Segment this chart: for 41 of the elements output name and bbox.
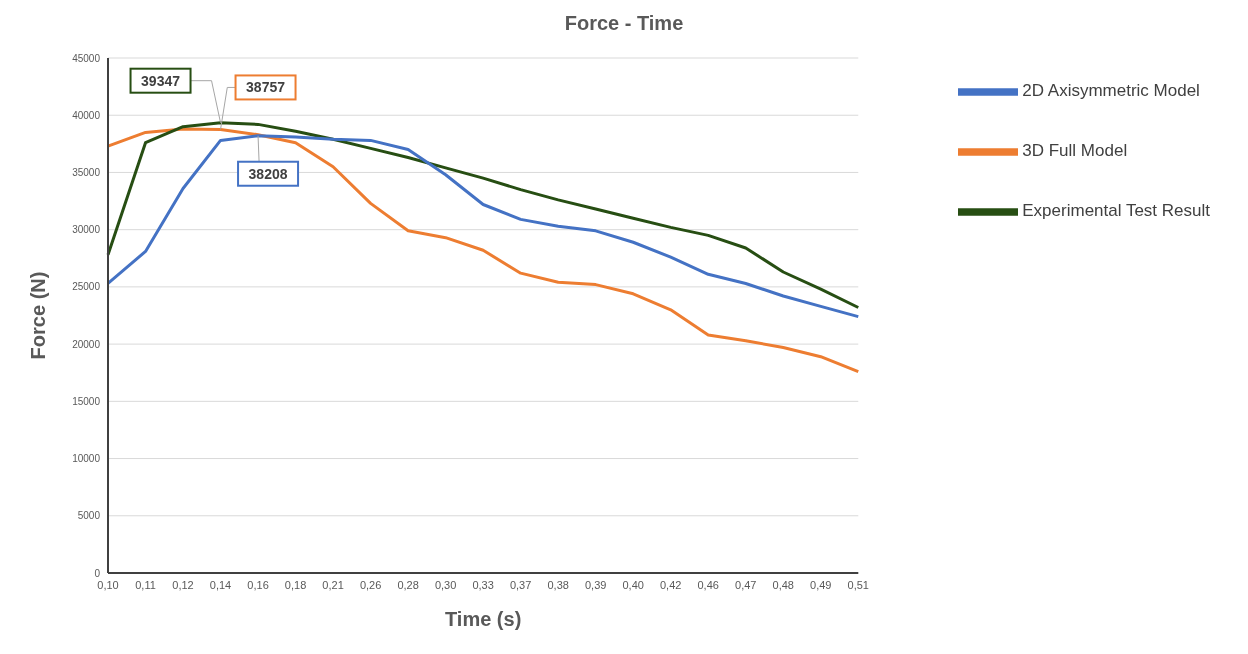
- legend-label: 3D Full Model: [1022, 141, 1128, 161]
- x-tick-label: 0,42: [660, 578, 682, 591]
- y-tick-label: 0: [94, 567, 101, 579]
- x-tick-label: 0,37: [509, 578, 532, 591]
- x-tick-label: 0,14: [209, 578, 232, 591]
- annotation: 39347: [141, 72, 181, 89]
- x-tick-label: 0,49: [810, 578, 832, 591]
- x-tick-label: 0,26: [359, 578, 382, 591]
- y-tick-label: 30000: [72, 224, 101, 236]
- y-tick-label: 45000: [72, 52, 101, 64]
- x-tick-label: 0,12: [172, 578, 194, 591]
- y-axis-title: Force (N): [27, 271, 50, 360]
- x-axis-title: Time (s): [444, 608, 522, 630]
- x-tick-label: 0,47: [735, 578, 757, 591]
- y-tick-label: 25000: [72, 281, 101, 293]
- x-tick-label: 0,48: [772, 578, 794, 591]
- x-tick-label: 0,21: [322, 578, 344, 591]
- x-tick-label: 0,51: [847, 578, 869, 591]
- annotation: 38757: [246, 79, 286, 96]
- x-tick-label: 0,40: [622, 578, 644, 591]
- x-tick-label: 0,10: [97, 578, 119, 591]
- x-tick-label: 0,38: [547, 578, 569, 591]
- y-tick-label: 20000: [72, 338, 101, 350]
- x-tick-label: 0,28: [397, 578, 419, 591]
- annotation: 38208: [248, 165, 288, 182]
- line-series: [106, 127, 860, 374]
- x-tick-label: 0,30: [434, 578, 457, 591]
- x-tick-label: 0,39: [584, 578, 607, 591]
- y-tick-label: 40000: [72, 109, 101, 121]
- chart-title: Force - Time: [563, 11, 685, 36]
- legend-label: 2D Axisymmetric Model: [1022, 81, 1200, 101]
- x-tick-label: 0,11: [135, 578, 156, 591]
- y-tick-label: 35000: [72, 166, 101, 178]
- y-tick-label: 15000: [72, 395, 101, 407]
- y-tick-label: 10000: [72, 453, 101, 465]
- x-tick-label: 0,46: [697, 578, 719, 591]
- legend-label: Experimental Test Result: [1022, 201, 1210, 221]
- x-tick-label: 0,33: [472, 578, 494, 591]
- x-tick-label: 0,18: [284, 578, 307, 591]
- x-tick-label: 0,16: [247, 578, 269, 591]
- y-tick-label: 5000: [77, 510, 101, 522]
